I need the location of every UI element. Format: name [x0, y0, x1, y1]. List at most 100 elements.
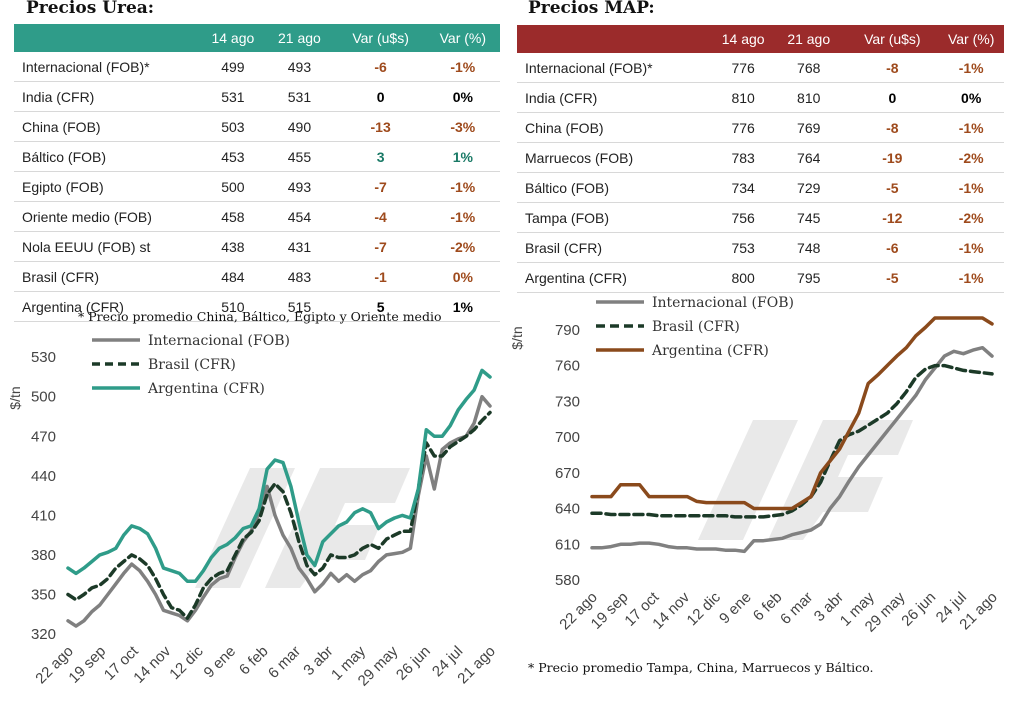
value-21-ago: 729: [771, 172, 847, 203]
map-title: Precios MAP:: [528, 0, 655, 18]
watermark-logo: [195, 468, 410, 588]
y-tick-label: 730: [555, 393, 580, 410]
watermark-logo: [698, 420, 913, 540]
var-usd: -5: [846, 172, 939, 203]
y-tick-label: 640: [555, 501, 580, 518]
table-row: Tampa (FOB) 756 745 -12 -2%: [517, 202, 1004, 233]
value-14-ago: 776: [715, 112, 772, 143]
value-14-ago: 484: [202, 261, 264, 292]
legend-label: Argentina (CFR): [651, 343, 769, 359]
urea-table-header: 14 ago 21 ago Var (u$s) Var (%): [14, 24, 500, 52]
y-tick-label: 670: [555, 465, 580, 482]
table-row: Marruecos (FOB) 783 764 -19 -2%: [517, 142, 1004, 173]
var-usd: 5: [335, 291, 426, 322]
value-14-ago: 810: [715, 82, 772, 113]
value-21-ago: 764: [771, 142, 847, 173]
value-21-ago: 745: [771, 202, 847, 233]
table-row: Báltico (FOB) 453 455 3 1%: [14, 141, 500, 172]
y-tick-label: 410: [31, 507, 56, 524]
row-name: Brasil (CFR): [14, 261, 203, 292]
row-name: Báltico (FOB): [517, 172, 716, 203]
value-14-ago: 510: [202, 291, 264, 322]
urea-footnote: * Precio promedio China, Báltico, Egipto…: [78, 309, 442, 324]
value-21-ago: 748: [771, 232, 847, 263]
urea-title: Precios Urea:: [26, 0, 155, 18]
x-tick-label: 14 nov: [130, 642, 174, 686]
map-col-header: [517, 25, 716, 53]
map-col-header: 21 ago: [771, 25, 847, 53]
var-pct: 1%: [425, 291, 500, 322]
value-21-ago: 768: [771, 53, 847, 83]
series-line-brasil-cfr: [590, 363, 994, 519]
row-name: Argentina (CFR): [14, 291, 203, 322]
var-pct: 0%: [425, 81, 500, 112]
map-price-table: 14 ago 21 ago Var (u$s) Var (%) Internacion…: [517, 25, 1004, 293]
value-21-ago: 490: [263, 111, 336, 142]
series-line-argentina-cfr: [66, 368, 492, 584]
var-usd: -8: [846, 112, 939, 143]
table-row: China (FOB) 503 490 -13 -3%: [14, 111, 500, 142]
x-tick-label: 12 dic: [166, 642, 207, 683]
table-row: Argentina (CFR) 510 515 5 1%: [14, 291, 500, 322]
urea-col-header: 21 ago: [263, 24, 336, 52]
map-col-header: 14 ago: [715, 25, 772, 53]
table-row: Báltico (FOB) 734 729 -5 -1%: [517, 172, 1004, 203]
value-21-ago: 483: [263, 261, 336, 292]
table-row: Argentina (CFR) 800 795 -5 -1%: [517, 262, 1004, 293]
value-21-ago: 531: [263, 81, 336, 112]
y-tick-label: 320: [31, 626, 56, 643]
row-name: Oriente medio (FOB): [14, 201, 203, 232]
legend-label: Brasil (CFR): [652, 319, 740, 335]
urea-col-header: Var (u$s): [335, 24, 426, 52]
series-line-argentina-cfr: [590, 316, 994, 511]
value-14-ago: 499: [202, 52, 264, 82]
y-axis-label: $/tn: [7, 386, 23, 409]
var-usd: -8: [846, 53, 939, 83]
var-pct: -2%: [938, 142, 1004, 173]
value-21-ago: 455: [263, 141, 336, 172]
var-usd: -6: [335, 52, 426, 82]
x-tick-label: 6 mar: [777, 589, 816, 628]
row-name: Nola EEUU (FOB) st: [14, 231, 203, 262]
y-tick-label: 470: [31, 428, 56, 445]
value-14-ago: 734: [715, 172, 772, 203]
row-name: India (CFR): [14, 81, 203, 112]
table-row: Internacional (FOB)* 776 768 -8 -1%: [517, 53, 1004, 83]
var-pct: -1%: [425, 201, 500, 232]
var-pct: 0%: [938, 82, 1004, 113]
var-pct: -1%: [938, 53, 1004, 83]
value-21-ago: 454: [263, 201, 336, 232]
row-name: China (FOB): [14, 111, 203, 142]
table-row: Oriente medio (FOB) 458 454 -4 -1%: [14, 201, 500, 232]
var-pct: -1%: [938, 232, 1004, 263]
y-tick-label: 380: [31, 547, 56, 564]
value-14-ago: 438: [202, 231, 264, 262]
y-tick-label: 610: [555, 536, 580, 553]
x-tick-label: 9 ene: [201, 643, 240, 682]
value-21-ago: 431: [263, 231, 336, 262]
y-axis-label: $/tn: [509, 326, 525, 349]
var-pct: -1%: [938, 262, 1004, 293]
y-tick-label: 350: [31, 586, 56, 603]
row-name: Egipto (FOB): [14, 171, 203, 202]
y-tick-label: 760: [555, 358, 580, 375]
map-col-header: Var (u$s): [846, 25, 939, 53]
x-tick-label: 12 dic: [684, 588, 725, 629]
x-tick-label: 6 mar: [265, 643, 304, 682]
row-name: Marruecos (FOB): [517, 142, 716, 173]
row-name: Brasil (CFR): [517, 232, 716, 263]
value-21-ago: 515: [263, 291, 336, 322]
value-21-ago: 493: [263, 52, 336, 82]
var-usd: -19: [846, 142, 939, 173]
row-name: Argentina (CFR): [517, 262, 716, 293]
y-tick-label: 580: [555, 572, 580, 589]
value-14-ago: 776: [715, 53, 772, 83]
var-usd: -4: [335, 201, 426, 232]
var-pct: -1%: [938, 112, 1004, 143]
var-pct: 0%: [425, 261, 500, 292]
var-pct: -1%: [425, 52, 500, 82]
legend-label: Internacional (FOB): [652, 295, 794, 311]
var-pct: -1%: [938, 172, 1004, 203]
